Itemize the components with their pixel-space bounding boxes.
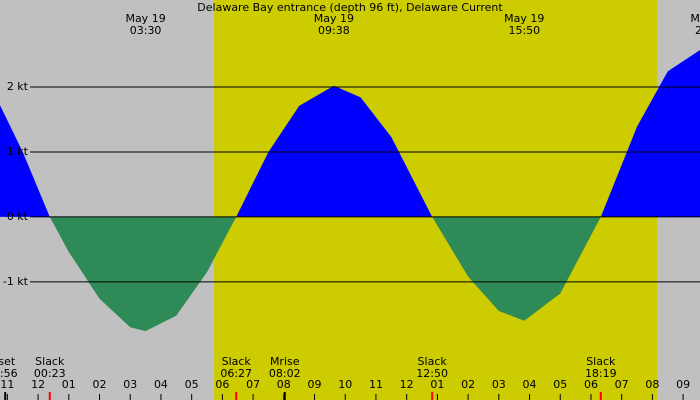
x-tick-label: 02 <box>461 378 475 391</box>
x-tick-label: 05 <box>185 378 199 391</box>
ebb-area <box>432 216 601 321</box>
y-tick-label: 2 kt <box>7 80 29 93</box>
event-name: Slack <box>35 355 65 368</box>
y-tick-label: 0 kt <box>7 210 29 223</box>
x-tick-label: 07 <box>615 378 629 391</box>
x-tick-label: 06 <box>584 378 598 391</box>
x-tick-label: 03 <box>492 378 506 391</box>
event-time: 06:27 <box>220 367 252 380</box>
peak-date: May 19 <box>504 12 544 25</box>
x-tick-label: 01 <box>62 378 76 391</box>
event-time: 12:50 <box>416 367 448 380</box>
x-tick-label: 03 <box>123 378 137 391</box>
x-tick-label: 12 <box>400 378 414 391</box>
event-name: lset <box>0 355 16 368</box>
x-tick-label: 08 <box>645 378 659 391</box>
peak-date: May 19 <box>314 12 354 25</box>
peak-date: Ma <box>690 12 700 25</box>
x-tick-label: 11 <box>369 378 383 391</box>
x-tick-label: 09 <box>308 378 322 391</box>
x-tick-label: 08 <box>277 378 291 391</box>
flood-area <box>236 85 433 217</box>
peak-date: May 19 <box>125 12 165 25</box>
x-tick-label: 02 <box>93 378 107 391</box>
event-time: 18:19 <box>585 367 617 380</box>
ebb-area <box>49 216 237 332</box>
x-tick-label: 12 <box>31 378 45 391</box>
x-tick-label: 01 <box>430 378 444 391</box>
event-name: Mrise <box>270 355 300 368</box>
x-tick-label: 06 <box>215 378 229 391</box>
flood-area <box>0 105 50 217</box>
peak-time: 2 <box>695 24 700 37</box>
x-tick-label: 04 <box>154 378 168 391</box>
peak-time: 09:38 <box>318 24 350 37</box>
x-tick-label: 05 <box>553 378 567 391</box>
x-tick-label: 09 <box>676 378 690 391</box>
event-name: Slack <box>418 355 448 368</box>
x-tick-label: 10 <box>338 378 352 391</box>
peak-time: 03:30 <box>130 24 162 37</box>
event-time: 2:56 <box>0 367 18 380</box>
event-time: 08:02 <box>269 367 301 380</box>
y-tick-label: 1 kt <box>7 145 29 158</box>
event-time: 00:23 <box>34 367 66 380</box>
flood-area <box>600 50 700 217</box>
event-name: Slack <box>586 355 616 368</box>
y-tick-label: -1 kt <box>3 275 29 288</box>
x-tick-label: 07 <box>246 378 260 391</box>
x-tick-label: 04 <box>523 378 537 391</box>
chart-title: Delaware Bay entrance (depth 96 ft), Del… <box>197 1 503 14</box>
event-name: Slack <box>222 355 252 368</box>
peak-time: 15:50 <box>508 24 540 37</box>
x-tick-label: 11 <box>0 378 14 391</box>
